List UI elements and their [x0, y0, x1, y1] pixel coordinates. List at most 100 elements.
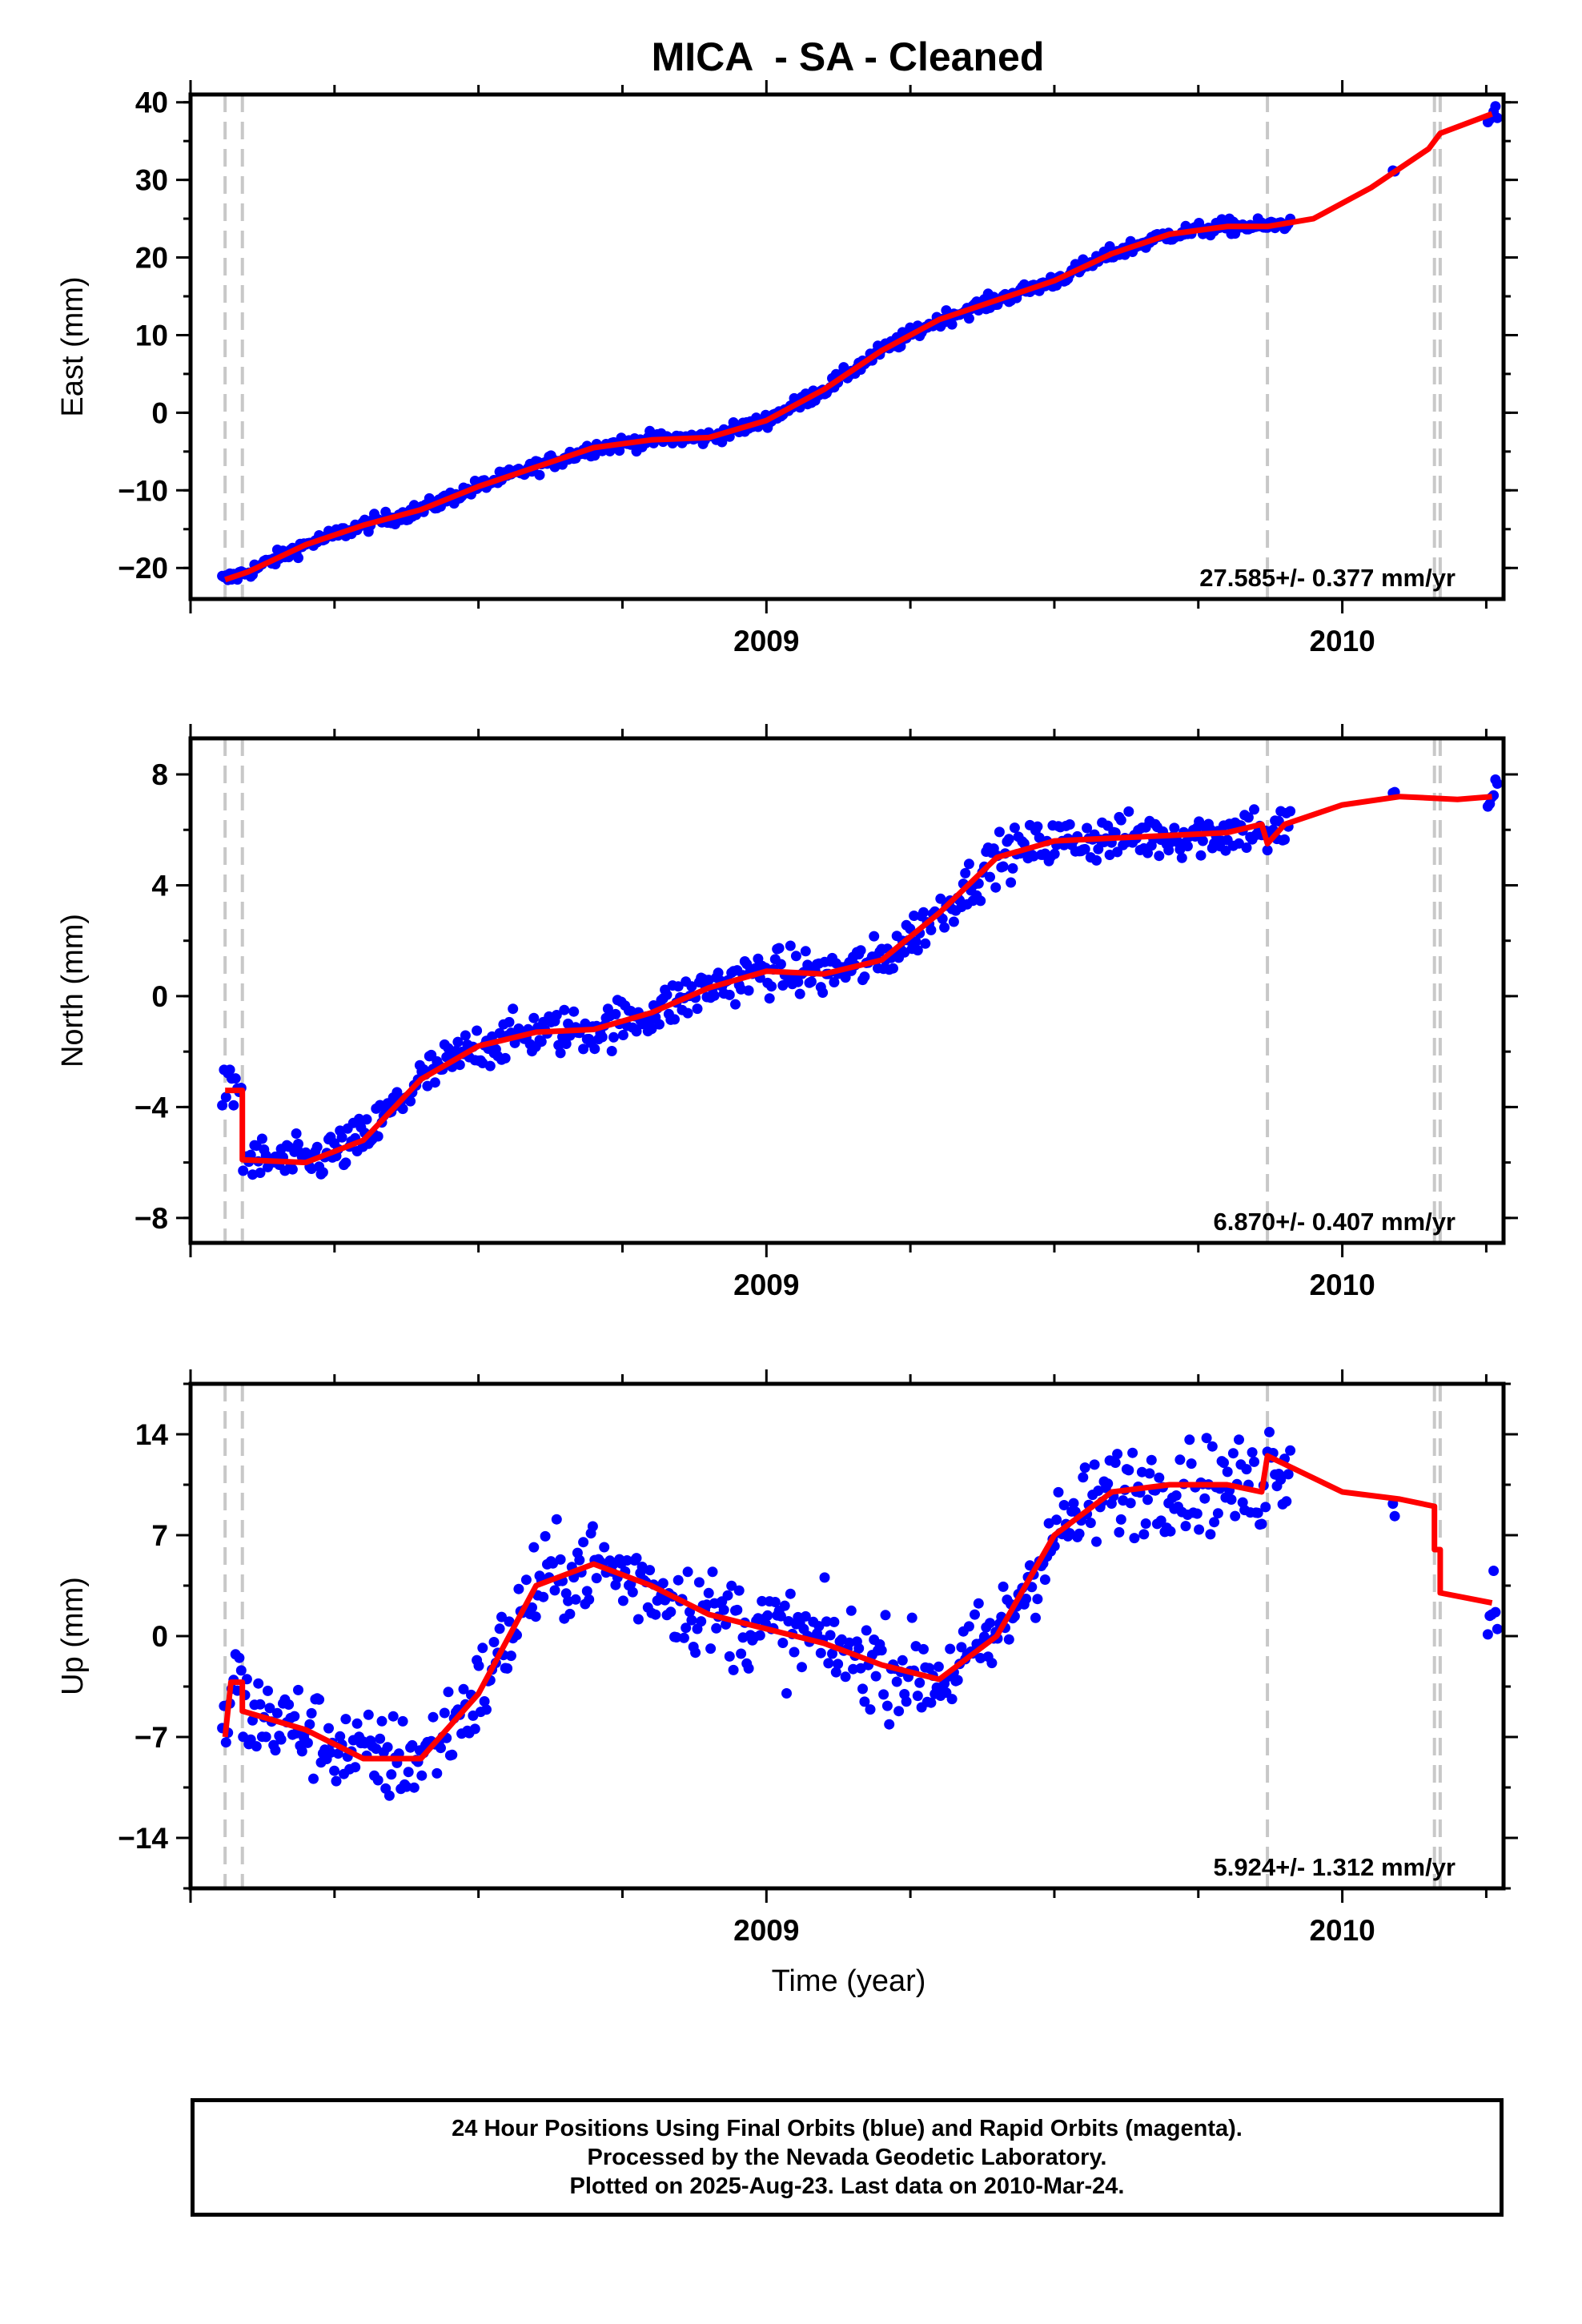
y-tick-label: 8	[151, 758, 168, 791]
y-tick-label: −20	[118, 552, 168, 585]
data-point	[428, 1711, 439, 1723]
data-point	[408, 1782, 420, 1793]
data-point	[918, 1643, 929, 1655]
data-point	[469, 1723, 480, 1735]
data-point	[1032, 1594, 1043, 1605]
data-point	[255, 1168, 266, 1178]
data-point	[416, 1770, 428, 1781]
data-point	[1285, 806, 1296, 817]
data-point	[574, 1554, 585, 1566]
data-point	[317, 1167, 328, 1178]
data-point	[766, 981, 777, 992]
x-tick-label: 2009	[733, 625, 799, 657]
data-point	[382, 1742, 393, 1753]
data-point	[253, 1678, 264, 1689]
data-point	[617, 1030, 628, 1040]
data-point	[773, 943, 785, 954]
y-tick-label: 0	[151, 1620, 168, 1653]
data-point	[293, 553, 303, 564]
plot-frame	[188, 736, 1506, 1245]
data-point	[912, 945, 923, 956]
data-point	[703, 1587, 714, 1598]
data-point	[1085, 1518, 1096, 1529]
data-point	[956, 1642, 967, 1653]
data-point	[777, 1638, 789, 1648]
data-point	[397, 1715, 408, 1727]
data-point	[918, 907, 929, 918]
data-point	[1078, 1472, 1089, 1483]
data-point	[939, 922, 950, 933]
data-point	[1176, 852, 1187, 863]
data-point	[578, 1043, 589, 1055]
data-point	[631, 1553, 642, 1564]
data-point	[775, 959, 786, 970]
data-point	[479, 1696, 490, 1707]
data-point	[578, 1537, 589, 1548]
data-point	[1249, 1456, 1259, 1467]
data-point	[912, 1691, 923, 1702]
data-point	[1184, 1434, 1195, 1445]
data-point	[682, 1007, 693, 1019]
data-point	[775, 1610, 786, 1622]
data-point	[564, 1608, 576, 1619]
data-point	[325, 1747, 336, 1758]
data-point	[391, 1087, 403, 1098]
x-tick-label: 2010	[1309, 1914, 1375, 1947]
data-point	[527, 1602, 537, 1613]
data-point	[220, 1737, 231, 1748]
data-point	[429, 1077, 440, 1088]
data-point	[970, 1609, 980, 1620]
data-point	[1021, 1594, 1032, 1604]
data-point	[1490, 101, 1501, 112]
data-point	[383, 1790, 395, 1801]
data-point	[1492, 112, 1503, 123]
data-point	[283, 1699, 295, 1710]
data-point	[825, 1630, 836, 1641]
data-point	[1091, 854, 1102, 866]
data-point	[794, 988, 805, 999]
data-point	[447, 1749, 458, 1760]
data-point	[570, 1594, 581, 1605]
data-point	[1241, 1464, 1252, 1475]
data-point	[1144, 1468, 1155, 1479]
data-point	[1003, 1634, 1014, 1645]
data-point	[1154, 850, 1165, 862]
data-point	[1256, 1518, 1267, 1530]
data-point	[713, 967, 724, 979]
data-point	[617, 1595, 628, 1606]
data-point	[1182, 841, 1193, 852]
data-point	[452, 1036, 464, 1047]
data-point	[857, 1683, 868, 1695]
data-point	[1226, 1494, 1237, 1505]
y-tick-label: 0	[151, 396, 168, 429]
data-point	[853, 1642, 865, 1654]
data-point	[998, 1581, 1009, 1592]
data-point	[869, 931, 880, 942]
data-point	[1006, 877, 1017, 888]
data-point	[848, 1663, 859, 1675]
data-point	[361, 1114, 372, 1125]
data-point	[291, 1727, 302, 1739]
data-point	[275, 1734, 287, 1745]
model-fit-line	[225, 794, 1492, 1166]
data-point	[845, 1605, 857, 1616]
data-point	[1212, 1508, 1223, 1519]
data-point	[870, 1671, 881, 1682]
data-point	[724, 1651, 735, 1662]
data-point	[1230, 1510, 1241, 1522]
data-point	[323, 1723, 334, 1734]
data-point	[287, 1164, 298, 1175]
data-point	[1180, 1521, 1191, 1532]
data-point	[673, 1574, 684, 1586]
data-point	[407, 1739, 418, 1751]
data-point	[985, 1618, 995, 1629]
data-point	[1138, 1529, 1150, 1540]
data-point	[743, 985, 754, 996]
x-tick-label: 2010	[1309, 625, 1375, 657]
data-point	[732, 1604, 743, 1615]
data-point	[1241, 842, 1252, 853]
data-point	[472, 1025, 483, 1036]
data-point	[255, 1699, 266, 1710]
data-point	[926, 924, 937, 935]
data-point	[436, 1743, 446, 1754]
